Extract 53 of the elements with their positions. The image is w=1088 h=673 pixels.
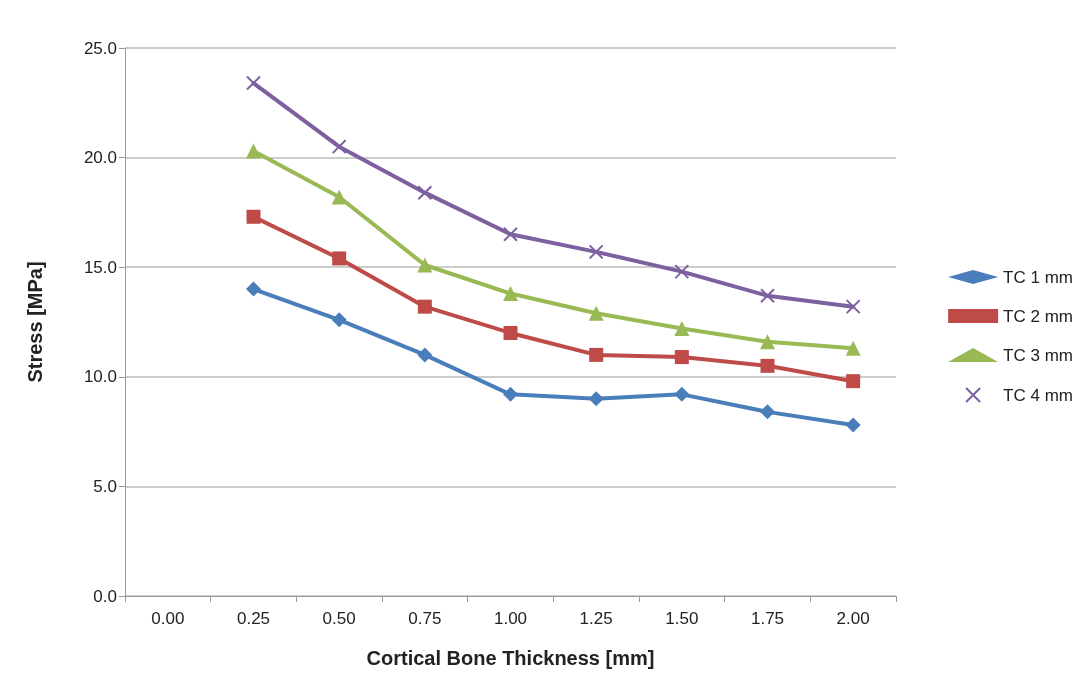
x-tick-label: 1.75 (750, 609, 785, 628)
x-tick-label: 0.50 (322, 609, 356, 628)
point (674, 321, 690, 337)
point (588, 305, 604, 321)
legend-label: TC 1 mm (1003, 267, 1074, 287)
point (503, 386, 518, 402)
y-tick-label: 10.0 (83, 367, 117, 387)
point (760, 288, 775, 304)
point (674, 386, 690, 402)
point (332, 251, 347, 266)
point (760, 404, 775, 420)
point (417, 347, 433, 363)
point (760, 334, 775, 350)
x-tick-label: 1.25 (579, 609, 613, 628)
point (246, 281, 261, 297)
point (246, 143, 261, 159)
y-tick-label: 15.0 (83, 257, 117, 277)
point (674, 264, 690, 280)
point (503, 286, 518, 301)
point (417, 257, 433, 273)
point (331, 189, 347, 205)
point (589, 347, 604, 362)
legend-label: TC 4 mm (1003, 385, 1074, 405)
point (246, 209, 261, 224)
legend-label: TC 2 mm (1003, 306, 1074, 326)
y-tick-label: 0.0 (93, 586, 117, 606)
y-axis-title: Stress [MPa] (24, 261, 46, 383)
x-tick-label: 0.25 (236, 609, 271, 628)
y-tick-label: 5.0 (93, 476, 117, 496)
point (845, 299, 861, 315)
x-tick-label: 0.00 (151, 609, 185, 628)
point (588, 244, 604, 260)
y-tick-label: 25.0 (83, 38, 117, 58)
x-axis-title: Cortical Bone Thickness [mm] (366, 647, 655, 669)
point (674, 350, 689, 365)
point (246, 75, 261, 91)
point (331, 139, 347, 155)
point (503, 226, 518, 242)
point (760, 358, 775, 373)
legend-label: TC 3 mm (1003, 345, 1074, 365)
x-tick-label: 1.50 (665, 609, 699, 628)
point (417, 185, 433, 201)
point (846, 374, 861, 389)
y-tick-label: 20.0 (83, 148, 117, 168)
point (503, 325, 518, 340)
x-tick-label: 0.75 (408, 609, 442, 628)
point (417, 299, 432, 314)
point (845, 340, 861, 356)
x-tick-label: 2.00 (836, 609, 870, 628)
point (845, 417, 861, 433)
point (331, 312, 347, 328)
point (588, 391, 604, 407)
x-tick-label: 1.00 (493, 609, 528, 628)
